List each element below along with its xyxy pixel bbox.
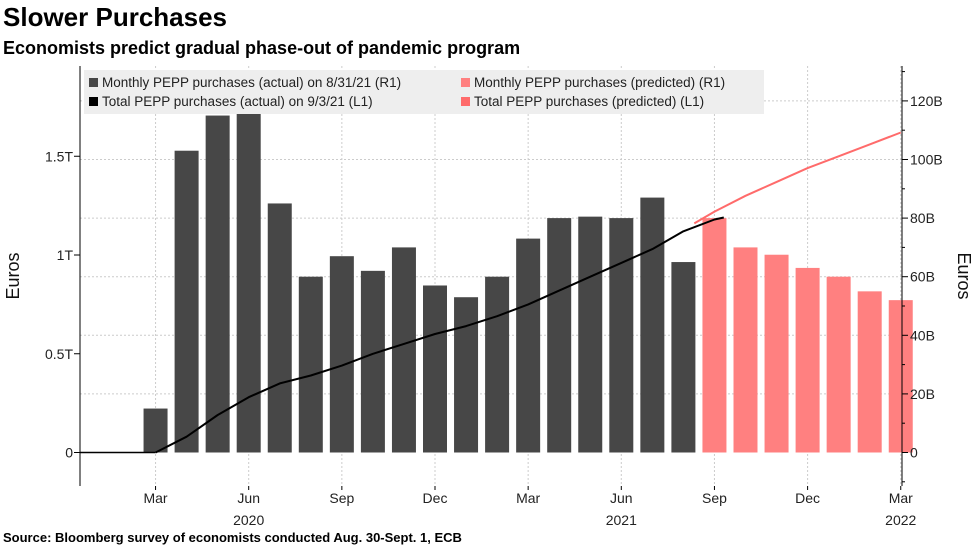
- bar-2022-02: [857, 291, 882, 453]
- x-tick-label: Sep: [329, 490, 354, 506]
- x-tick-label: Mar: [516, 490, 540, 506]
- bar-2020-11: [391, 247, 416, 453]
- bar-2021-02: [485, 276, 510, 453]
- right-axis-title: Euros: [954, 252, 974, 299]
- bar-2021-12: [795, 267, 820, 453]
- legend-background: [84, 70, 764, 114]
- x-year-label: 2022: [885, 512, 916, 528]
- bar-2021-08: [671, 262, 696, 453]
- bar-2022-01: [826, 276, 851, 453]
- right-tick-label: 0: [910, 445, 918, 461]
- bar-2020-06: [236, 100, 261, 453]
- x-tick-label: Dec: [423, 490, 448, 506]
- bar-2021-10: [733, 247, 758, 453]
- left-tick-label: 0.5T: [45, 346, 73, 362]
- source-note: Source: Bloomberg survey of economists c…: [3, 530, 462, 545]
- right-tick-label: 120B: [910, 93, 943, 109]
- legend-swatch: [461, 78, 470, 87]
- chart-title: Slower Purchases: [3, 2, 227, 32]
- legend: Monthly PEPP purchases (actual) on 8/31/…: [84, 70, 764, 114]
- x-tick-label: Mar: [143, 490, 167, 506]
- right-tick-label: 60B: [910, 269, 935, 285]
- left-tick-label: 1T: [57, 247, 74, 263]
- bar-2021-04: [547, 218, 572, 453]
- bar-2021-11: [764, 254, 789, 453]
- bar-2020-09: [329, 256, 354, 453]
- bar-2021-03: [516, 238, 541, 453]
- bar-2020-03: [143, 408, 168, 453]
- left-axis-title: Euros: [3, 252, 23, 299]
- bar-2021-09: [702, 218, 727, 453]
- total-predicted-line: [693, 131, 902, 225]
- bar-2020-12: [423, 285, 447, 453]
- right-tick-label: 40B: [910, 327, 935, 343]
- bar-2022-03: [888, 300, 913, 453]
- bar-2020-05: [205, 115, 230, 453]
- x-year-label: 2021: [606, 512, 637, 528]
- bar-2020-08: [298, 276, 323, 453]
- legend-swatch: [89, 78, 98, 87]
- legend-label: Monthly PEPP purchases (predicted) (R1): [474, 75, 725, 90]
- bar-2021-06: [609, 218, 634, 453]
- bars: [143, 100, 913, 453]
- right-tick-label: 100B: [910, 152, 943, 168]
- x-tick-label: Sep: [702, 490, 727, 506]
- bar-2020-07: [267, 203, 292, 453]
- axes: 0 0.5T 1T 1.5T 0 20B 40B 60B 80B 100B 120B Mar Jun Se…: [3, 66, 974, 528]
- bar-2021-01: [454, 297, 479, 453]
- series-lines: [80, 131, 902, 454]
- x-tick-label: Jun: [610, 490, 633, 506]
- legend-swatch: [461, 97, 470, 106]
- bar-2020-10: [360, 270, 385, 453]
- legend-swatch: [89, 97, 98, 106]
- left-tick-label: 1.5T: [45, 148, 73, 164]
- left-tick-label: 0: [65, 445, 73, 461]
- right-tick-label: 80B: [910, 210, 935, 226]
- x-year-label: 2020: [233, 512, 264, 528]
- right-tick-label: 20B: [910, 386, 935, 402]
- legend-label: Total PEPP purchases (actual) on 9/3/21 …: [102, 94, 373, 109]
- x-tick-label: Dec: [795, 490, 820, 506]
- bar-2021-07: [640, 197, 665, 453]
- x-tick-label: Jun: [237, 490, 260, 506]
- legend-label: Monthly PEPP purchases (actual) on 8/31/…: [102, 75, 401, 90]
- x-tick-label: Mar: [889, 490, 913, 506]
- total-actual-line: [155, 216, 725, 454]
- legend-label: Total PEPP purchases (predicted) (L1): [474, 94, 704, 109]
- chart-subtitle: Economists predict gradual phase-out of …: [3, 38, 521, 58]
- bar-2020-04: [174, 150, 199, 453]
- bar-2021-05: [578, 216, 603, 453]
